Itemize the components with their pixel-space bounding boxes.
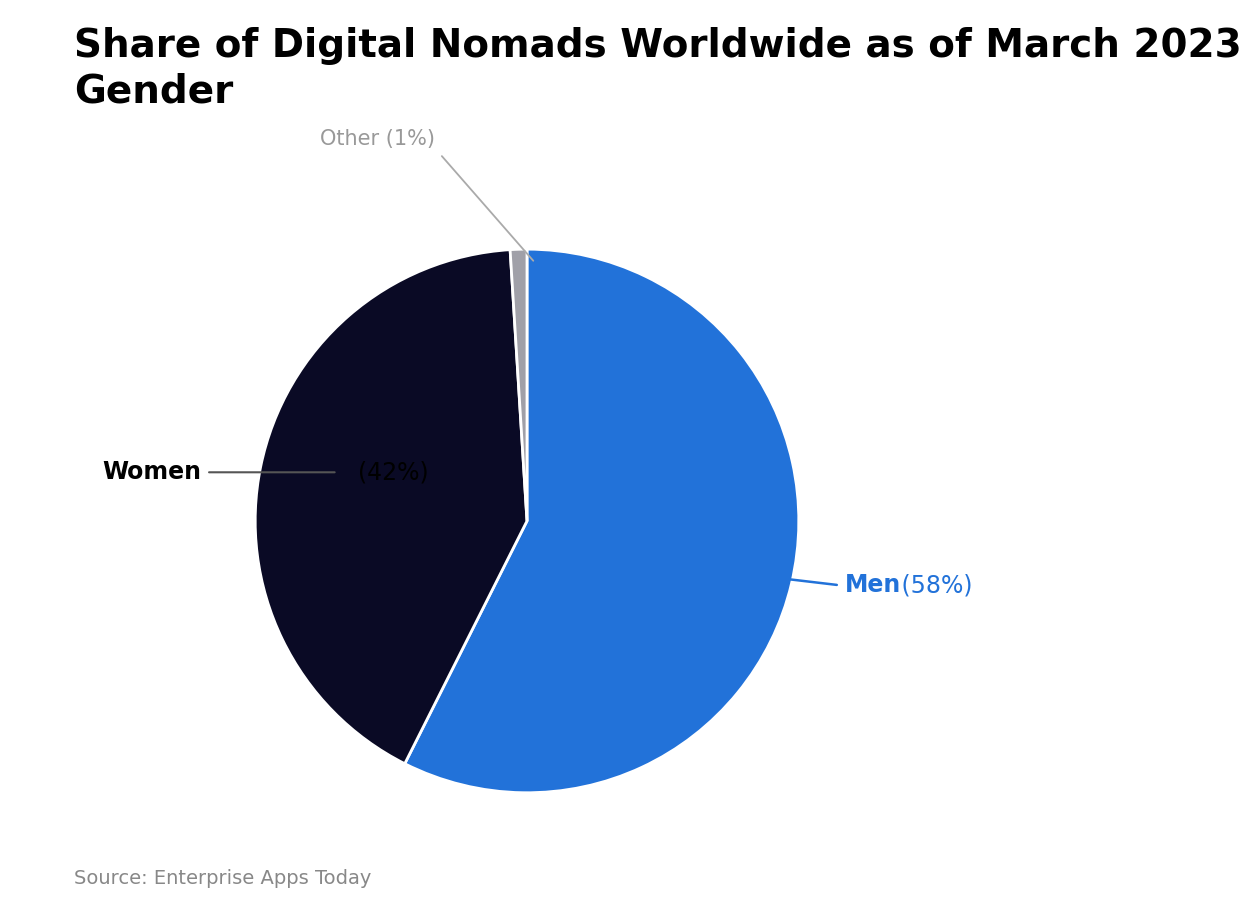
Wedge shape: [510, 249, 527, 521]
Text: Men: Men: [844, 573, 901, 597]
Wedge shape: [255, 250, 527, 764]
Text: Source: Enterprise Apps Today: Source: Enterprise Apps Today: [74, 869, 372, 888]
Text: (58%): (58%): [894, 573, 972, 597]
Text: Share of Digital Nomads Worldwide as of March 2023, by
Gender: Share of Digital Nomads Worldwide as of …: [74, 27, 1240, 111]
Text: (42%): (42%): [358, 460, 429, 485]
Wedge shape: [404, 249, 799, 793]
Text: Women: Women: [102, 460, 201, 485]
Text: Other (1%): Other (1%): [320, 129, 434, 149]
